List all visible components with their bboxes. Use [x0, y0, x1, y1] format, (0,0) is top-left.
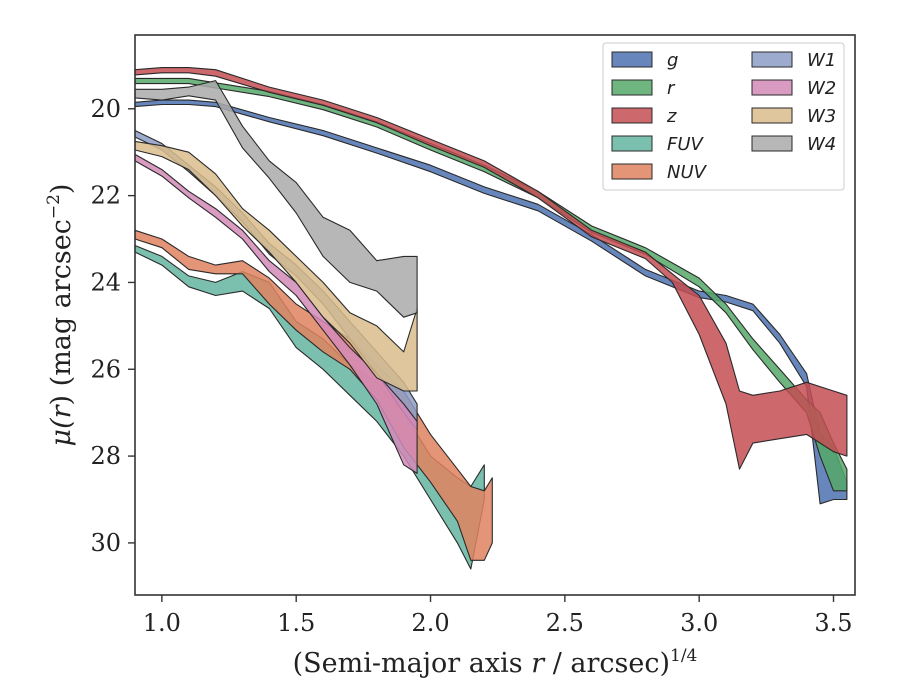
band-g	[134, 99, 848, 505]
legend-swatch-z	[611, 107, 653, 124]
x-tick-label: 3.5	[814, 609, 852, 637]
legend-swatch-g	[611, 51, 653, 68]
x-tick-label: 1.5	[277, 609, 315, 637]
legend-swatch-W3	[751, 107, 793, 124]
y-tick-label: 30	[90, 529, 121, 557]
legend-label-W4: W4	[807, 134, 836, 155]
plot-frame	[134, 34, 856, 596]
x-tick-label: 2.5	[546, 609, 584, 637]
y-tick-label: 20	[90, 95, 121, 123]
legend-swatch-W2	[751, 79, 793, 96]
x-tick-label: 2.0	[411, 609, 449, 637]
legend-swatch-r	[611, 79, 653, 96]
y-tick-label: 22	[90, 182, 121, 210]
legend-swatch-NUV	[611, 163, 653, 180]
band-W3	[134, 140, 418, 392]
y-tick-label: 26	[90, 355, 121, 383]
x-tick-label: 3.0	[680, 609, 718, 637]
x-axis-ticks: 1.0 1.5 2.0 2.5 3.0 3.5	[143, 595, 853, 637]
band-NUV	[134, 229, 493, 561]
y-axis-ticks: 20 22 24 26 28 30	[90, 95, 135, 557]
legend: grz FUV NUV W1 W2 W3 W4	[602, 42, 845, 191]
legend-swatch-FUV	[611, 135, 653, 152]
legend-label-FUV: FUV	[667, 134, 705, 155]
legend-label-W2: W2	[807, 78, 836, 99]
x-tick-label: 1.0	[143, 609, 181, 637]
legend-swatch-W4	[751, 135, 793, 152]
y-tick-label: 24	[90, 268, 121, 296]
band-W4	[134, 80, 418, 318]
legend-label-NUV: NUV	[667, 162, 708, 183]
legend-label-W3: W3	[807, 106, 836, 127]
legend-label-z: z	[666, 106, 677, 127]
band-areas	[134, 67, 848, 570]
y-axis-title: μ(r) (mag arcsec−2)	[44, 184, 77, 447]
y-tick-label: 28	[90, 442, 121, 470]
legend-label-g: g	[667, 50, 678, 71]
x-axis-title: (Semi-major axis r / arcsec)1/4	[293, 646, 698, 679]
band-W2	[134, 153, 418, 474]
band-z	[134, 67, 848, 470]
legend-label-r: r	[667, 78, 676, 99]
legend-label-W1: W1	[807, 50, 836, 71]
legend-swatch-W1	[751, 51, 793, 68]
